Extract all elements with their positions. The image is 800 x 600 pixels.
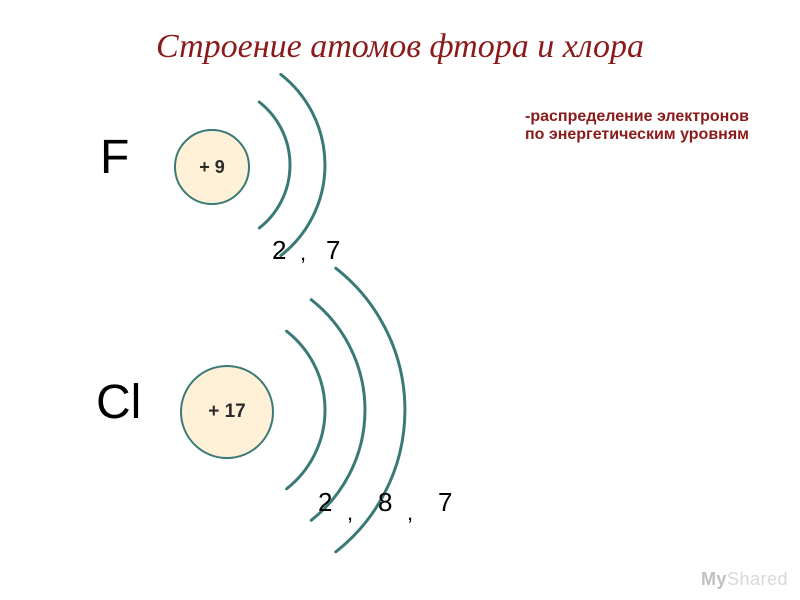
shell-label-chlorine-1: 2	[318, 487, 332, 518]
comma-chlorine-2: ,	[407, 500, 413, 526]
shell-label-chlorine-2: 8	[378, 487, 392, 518]
slide: Строение атомов фтора и хлора -распредел…	[0, 0, 800, 600]
watermark-my: My	[701, 569, 727, 589]
watermark-shared: Shared	[727, 569, 788, 589]
comma-chlorine-1: ,	[347, 500, 353, 526]
orbit-chlorine-3	[0, 0, 800, 600]
watermark: MyShared	[701, 569, 788, 590]
shell-label-chlorine-3: 7	[438, 487, 452, 518]
